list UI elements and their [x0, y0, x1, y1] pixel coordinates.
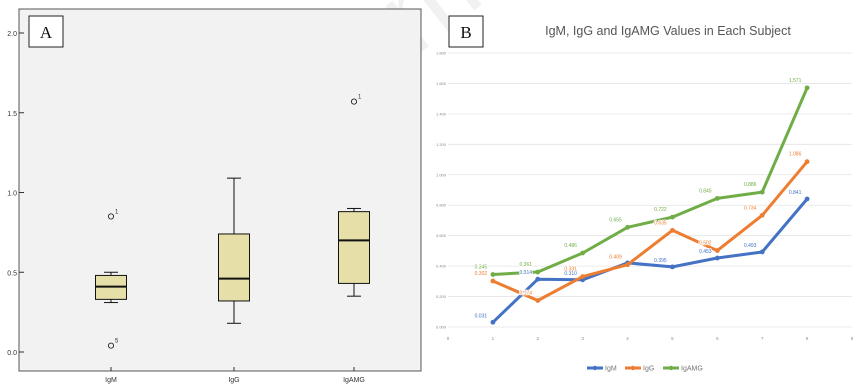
data-label-igamg: 0.345 — [475, 264, 488, 270]
chart-title: IgM, IgG and IgAMG Values in Each Subjec… — [545, 24, 791, 38]
plot-area — [18, 8, 422, 372]
x-tick-label: 8 — [806, 336, 809, 341]
y-tick-label: 1.200 — [436, 142, 447, 147]
box-igamg — [338, 211, 370, 284]
data-label-igm: 0.841 — [789, 190, 802, 196]
x-tick-label: 5 — [671, 336, 674, 341]
x-tick-label: 1 — [492, 336, 495, 341]
data-label-igg: 0.635 — [654, 220, 667, 226]
y-tick-label: 0.400 — [436, 264, 447, 269]
panel-b-line-chart: 0.000 0.200 0.400 0.600 0.800 1.000 1.200 1.400… — [436, 15, 854, 373]
x-tick-label: 2 — [537, 336, 540, 341]
legend-marker-igamg — [668, 365, 674, 371]
legend-label-igg: IgG — [643, 366, 654, 373]
x-tick-label: 7 — [761, 336, 764, 341]
panel-a-boxplot: 0.0 0.5 1.0 1.5 2.0 1 5 IgM IgG 1 IgAMG A — [7, 8, 422, 384]
data-label-igm: 0.395 — [654, 258, 667, 264]
x-tick-label: IgM — [105, 377, 117, 384]
data-point-igamg — [580, 250, 586, 256]
box-igg — [218, 233, 250, 302]
data-point-igm — [759, 249, 765, 255]
data-label-igamg: 0.845 — [699, 188, 712, 194]
data-point-igamg — [714, 195, 720, 201]
data-point-igm — [670, 264, 675, 270]
outlier-point — [350, 98, 358, 105]
data-point-igg — [535, 298, 541, 303]
series-line-igg — [491, 160, 809, 302]
data-point-igm — [714, 255, 720, 261]
data-point-igg — [714, 248, 720, 253]
legend-label-igm: IgM — [605, 366, 617, 373]
data-label-igm: 0.314 — [520, 270, 533, 276]
data-point-igg — [625, 262, 630, 268]
data-point-igm — [804, 196, 810, 202]
data-label-igg: 0.331 — [564, 267, 577, 273]
x-tick-label: 3 — [581, 336, 584, 341]
data-label-igamg: 0.655 — [609, 217, 622, 223]
data-label-igg: 0.302 — [475, 271, 488, 277]
y-tick-label: 0.600 — [436, 233, 447, 238]
outlier-label: 5 — [115, 339, 119, 345]
outlier-label: 1 — [358, 95, 362, 101]
data-label-igm: 0.031 — [475, 313, 488, 319]
series-line-igamg — [491, 86, 809, 276]
data-point-igamg — [490, 272, 496, 277]
data-label-igm: 0.310 — [564, 271, 577, 277]
data-point-igg — [580, 274, 586, 280]
y-tick-label: 1.5 — [7, 111, 17, 118]
data-label-igg: 0.174 — [520, 291, 533, 297]
x-tick-label: IgG — [228, 377, 239, 384]
y-tick-label: 0.200 — [436, 294, 447, 299]
outlier-point — [107, 342, 115, 349]
data-label-igm: 0.421 — [609, 254, 622, 260]
data-point-igm — [535, 276, 541, 282]
data-label-igamg: 0.361 — [520, 262, 533, 268]
data-label-igg: 1.086 — [789, 152, 802, 158]
panel-label-box — [28, 15, 64, 48]
x-tick-label: 9 — [851, 336, 854, 341]
y-tick-label: 0.000 — [436, 325, 447, 330]
data-point-igg — [670, 227, 675, 233]
data-label-igg: 0.409 — [609, 255, 622, 261]
data-label-igamg: 1.571 — [789, 78, 802, 84]
data-label-igg: 0.502 — [699, 241, 712, 247]
y-tick-label: 0.800 — [436, 203, 447, 208]
data-label-igamg: 0.886 — [744, 182, 757, 188]
y-tick-label: 0.5 — [7, 270, 17, 277]
x-tick-label: IgAMG — [343, 377, 365, 384]
legend-marker-igg — [630, 365, 636, 371]
data-label-igamg: 0.722 — [654, 207, 667, 213]
data-point-igamg — [759, 189, 765, 195]
data-point-igg — [490, 278, 496, 284]
outlier-label: 1 — [115, 209, 119, 215]
data-point-igg — [804, 159, 810, 165]
x-tick-label: 0 — [447, 336, 450, 341]
legend-marker-igm — [592, 365, 598, 371]
data-label-igm: 0.493 — [744, 243, 757, 249]
y-tick-label: 1.400 — [436, 111, 447, 116]
data-point-igamg — [535, 269, 541, 275]
x-tick-label: 4 — [626, 336, 629, 341]
outlier-point — [107, 213, 115, 220]
data-point-igg — [759, 212, 765, 218]
data-point-igamg — [804, 85, 810, 91]
y-tick-label: 0.0 — [7, 350, 17, 357]
legend-label-igamg: IgAMG — [681, 366, 703, 373]
y-tick-label: 1.800 — [436, 51, 447, 56]
panel-label: A — [40, 23, 53, 42]
data-point-igamg — [670, 214, 675, 220]
y-tick-label: 1.000 — [436, 172, 447, 177]
data-label-igm: 0.453 — [699, 249, 712, 255]
panel-label: B — [460, 23, 471, 42]
panel-label-box — [448, 15, 484, 48]
data-label-igg: 0.734 — [744, 205, 757, 211]
y-tick-label: 2.0 — [7, 31, 17, 38]
data-point-igamg — [625, 224, 630, 230]
y-tick-label: 1.600 — [436, 81, 447, 86]
y-tick-label: 1.0 — [7, 191, 17, 198]
data-label-igamg: 0.486 — [564, 243, 577, 249]
x-tick-label: 6 — [716, 336, 719, 341]
series-line-igm — [491, 197, 809, 324]
data-point-igm — [490, 319, 496, 325]
